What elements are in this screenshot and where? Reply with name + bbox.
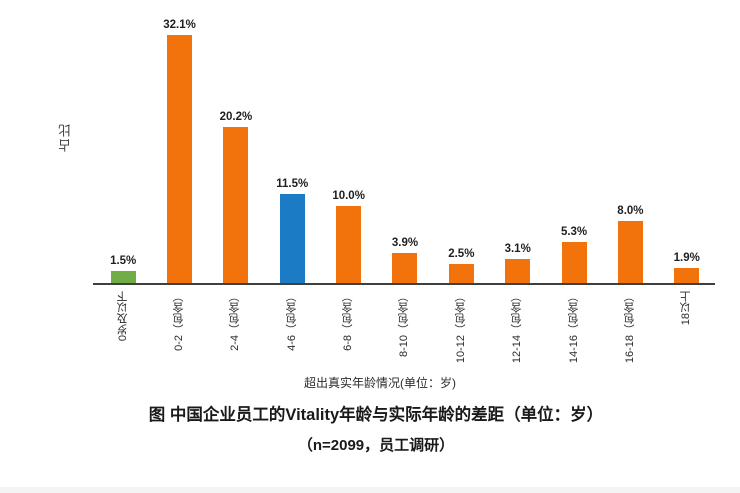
- bar-column: 32.1%: [151, 13, 207, 283]
- bar-column: 2.5%: [433, 13, 489, 283]
- bar-value-label: 3.1%: [504, 243, 531, 255]
- bar-column: 8.0%: [602, 13, 658, 283]
- chart-subtitle: （n=2099，员工调研）: [297, 437, 455, 454]
- x-axis-ticks-area: 0岁及以下 0-2（包含） 2-4（包含） 4-6（包含） 6-8（包含） 8-10（包含…: [95, 291, 715, 377]
- x-tick-label: 8-10（包含）: [398, 291, 411, 358]
- x-tick: 0-2（包含）: [151, 291, 207, 377]
- bar-value-label: 1.5%: [110, 255, 137, 267]
- x-tick: 6-8（包含）: [320, 291, 376, 377]
- bar-value-label: 3.9%: [391, 237, 419, 249]
- x-tick: 10-12（包含）: [433, 291, 489, 377]
- bar-value-label: 11.5%: [276, 178, 309, 190]
- bar-value-label: 32.1%: [163, 19, 196, 31]
- bar-value-label: 20.2%: [219, 111, 253, 123]
- bar-column: 3.1%: [490, 13, 546, 283]
- x-tick-label: 16-18（包含）: [623, 291, 636, 364]
- bottom-strip: [0, 487, 740, 493]
- bar: [505, 259, 531, 283]
- x-tick-label: 18以上: [680, 291, 693, 326]
- x-tick: 18以上: [659, 291, 715, 377]
- x-tick: 12-14（包含）: [490, 291, 546, 377]
- x-tick: 8-10（包含）: [377, 291, 433, 377]
- x-tick-label: 0-2（包含）: [173, 291, 186, 351]
- chart-title: 图 中国企业员工的Vitality年龄与实际年龄的差距（单位：岁）: [148, 406, 604, 424]
- bar-column: 20.2%: [208, 13, 264, 283]
- y-axis-label: 占比: [58, 122, 73, 152]
- bar-value-label: 10.0%: [332, 190, 365, 202]
- bar: [674, 268, 700, 283]
- bar-column: 3.9%: [377, 13, 433, 283]
- bar: [223, 127, 249, 283]
- bar-column: 1.9%: [659, 13, 715, 283]
- bar-column: 11.5%: [264, 13, 320, 283]
- bar-column: 5.3%: [546, 13, 602, 283]
- x-tick: 14-16（包含）: [546, 291, 602, 377]
- bar: [561, 242, 587, 283]
- bar: [336, 206, 362, 283]
- x-tick: 4-6（包含）: [264, 291, 320, 377]
- x-tick-label: 4-6（包含）: [285, 291, 298, 351]
- x-tick-label: 2-4（包含）: [229, 291, 242, 351]
- bar: [167, 35, 193, 283]
- bar-value-label: 2.5%: [448, 248, 475, 260]
- x-axis-line: [93, 283, 715, 285]
- bar-column: 10.0%: [320, 13, 376, 283]
- bar-value-label: 5.3%: [560, 226, 588, 238]
- bar: [617, 221, 643, 283]
- x-axis-caption: 超出真实年龄情况(单位：岁): [304, 376, 456, 390]
- x-tick-label: 6-8（包含）: [342, 291, 355, 351]
- bar-value-label: 8.0%: [617, 205, 644, 217]
- bar-value-label: 1.9%: [673, 252, 700, 264]
- bar: [448, 264, 474, 283]
- x-tick-label: 12-14（包含）: [511, 291, 524, 364]
- bar: [392, 253, 418, 283]
- bar-column: 1.5%: [95, 13, 151, 283]
- x-tick: 16-18（包含）: [602, 291, 658, 377]
- x-tick-label: 0岁及以下: [116, 291, 129, 342]
- x-tick-label: 14-16（包含）: [567, 291, 580, 364]
- bar: [279, 194, 305, 283]
- x-tick: 2-4（包含）: [208, 291, 264, 377]
- bar: [110, 271, 136, 283]
- x-tick-label: 10-12（包含）: [454, 291, 467, 364]
- plot-bars-area: 1.5% 32.1% 20.2% 11.5% 10.0% 3.9% 2.5% 3.1% 5.3%…: [95, 13, 715, 283]
- x-tick: 0岁及以下: [95, 291, 151, 377]
